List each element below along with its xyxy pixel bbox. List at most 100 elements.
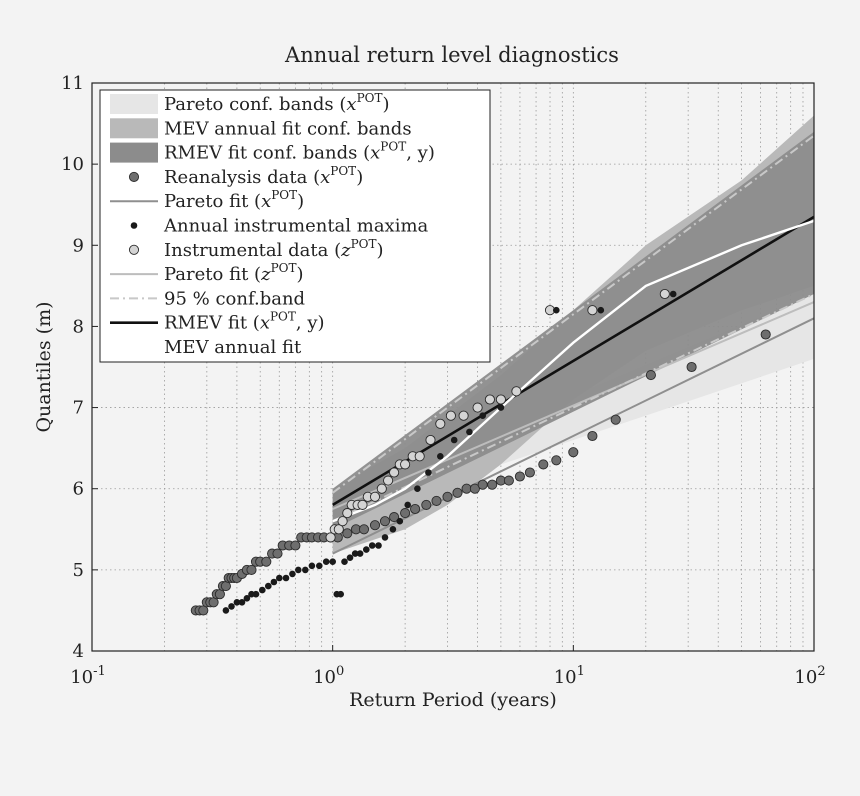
reanalysis-point	[400, 508, 411, 519]
instrumental-point	[659, 288, 670, 300]
annual-maxima-point	[346, 554, 354, 561]
instrumental-point	[337, 516, 348, 527]
legend-label-tail: )	[296, 264, 303, 285]
legend-variable: z	[340, 240, 351, 261]
legend-superscript: POT	[330, 164, 356, 178]
legend-box	[99, 89, 491, 363]
annual-maxima-point	[375, 542, 382, 549]
annual-maxima-point	[381, 534, 389, 541]
legend: Pareto conf. bands (xPOT) MEV annual fit …	[99, 89, 491, 363]
reanalysis-point	[272, 548, 283, 559]
reanalysis-point	[261, 556, 272, 567]
legend-label-rmev-fit: RMEV fit (xPOT, y)	[164, 310, 325, 334]
annual-maxima-point	[243, 595, 251, 602]
instrumental-point	[369, 491, 381, 502]
instrumental-point	[333, 524, 344, 535]
rmev-conf-band	[332, 131, 814, 530]
legend-label-tail: )	[297, 191, 304, 212]
annual-maxima-point	[597, 306, 605, 314]
legend-label-tail: , y)	[296, 313, 325, 334]
annual-maxima-point	[389, 526, 397, 533]
legend-marker-annual-max	[130, 222, 138, 229]
instrumental-point	[495, 394, 506, 405]
annual-maxima-point	[669, 290, 677, 298]
reanalysis-point	[503, 475, 514, 486]
reanalysis-point	[551, 455, 562, 466]
legend-swatch-rmev-band	[110, 142, 158, 163]
legend-label-tail: , y)	[406, 143, 435, 164]
annual-maxima-point	[276, 574, 283, 582]
legend-swatch-mev-band	[110, 118, 158, 139]
annual-maxima-point	[228, 603, 235, 610]
legend-label-tail: )	[377, 240, 384, 261]
y-tick-label: 7	[73, 398, 84, 419]
annual-maxima-point	[404, 501, 412, 509]
instrumental-point	[425, 434, 436, 446]
reanalysis-point	[389, 512, 400, 523]
y-tick-label: 4	[73, 641, 84, 662]
x-tick-exponent: 0	[336, 664, 344, 679]
reanalysis-point	[487, 479, 498, 490]
legend-label-mev-fit: MEV annual fit	[164, 337, 302, 358]
annual-maxima-point	[450, 436, 458, 444]
instrumental-point	[376, 483, 387, 494]
y-axis-label: Quantiles (m)	[33, 301, 55, 432]
reanalysis-point	[442, 491, 453, 502]
annual-maxima-point	[337, 590, 345, 598]
pareto-z-line	[332, 301, 815, 510]
x-tick-exponent: -1	[93, 664, 106, 679]
annual-maxima-point	[295, 566, 302, 574]
instrumental-point	[357, 499, 368, 510]
instrumental-point	[484, 394, 495, 405]
annual-maxima-point	[497, 404, 505, 411]
reanalysis-point	[645, 370, 656, 381]
annual-maxima-point	[553, 306, 560, 314]
legend-variable: x	[346, 94, 356, 115]
instrumental-point	[325, 532, 336, 543]
legend-label-tail: )	[383, 94, 390, 115]
y-tick-label: 11	[61, 73, 84, 94]
annual-maxima-point	[425, 469, 432, 476]
legend-superscript: POT	[351, 237, 377, 251]
annual-maxima-point	[322, 558, 330, 565]
legend-marker-reanalysis	[128, 171, 140, 182]
pareto-x-line	[332, 317, 815, 555]
annual-maxima-point	[252, 590, 260, 598]
annual-maxima-point	[289, 570, 296, 578]
annual-maxima-point	[238, 599, 246, 606]
y-tick-label: 10	[61, 154, 84, 175]
legend-label-reanalysis: Reanalysis data (xPOT)	[164, 164, 363, 188]
legend-superscript: POT	[270, 310, 296, 324]
annual-maxima-point	[222, 607, 230, 614]
reanalysis-point	[760, 329, 771, 340]
x-axis-label: Return Period (years)	[349, 689, 557, 711]
instrumental-point	[472, 402, 483, 413]
reanalysis-point	[246, 564, 257, 575]
legend-variable: x	[261, 191, 271, 212]
legend-variable: z	[260, 264, 271, 285]
legend-label-conf95: 95 % conf.band	[164, 288, 305, 309]
x-tick-exponent: 1	[577, 664, 585, 679]
annual-maxima-point	[368, 542, 376, 549]
annual-maxima-point	[414, 485, 421, 493]
annual-maxima-point	[437, 453, 444, 460]
instrumental-point	[389, 467, 400, 478]
reanalysis-point	[379, 516, 391, 527]
annual-maxima-point	[363, 546, 370, 553]
legend-label-tail: )	[356, 167, 363, 188]
reanalysis-point	[410, 503, 421, 515]
reanalysis-point	[477, 479, 488, 490]
reanalysis-point	[452, 487, 463, 498]
reanalysis-point	[610, 414, 621, 425]
legend-superscript: POT	[380, 140, 406, 154]
instrumental-point	[458, 410, 469, 421]
reanalysis-point	[342, 528, 353, 539]
legend-variable: x	[320, 167, 330, 188]
annual-maxima-point	[265, 582, 272, 590]
instrumental-point	[445, 410, 456, 421]
y-tick-label: 9	[73, 235, 84, 256]
instrumental-point	[414, 451, 425, 462]
annual-maxima-point	[396, 517, 404, 525]
annual-maxima-point	[341, 558, 348, 565]
chart-title: Annual return level diagnostics	[284, 43, 619, 67]
